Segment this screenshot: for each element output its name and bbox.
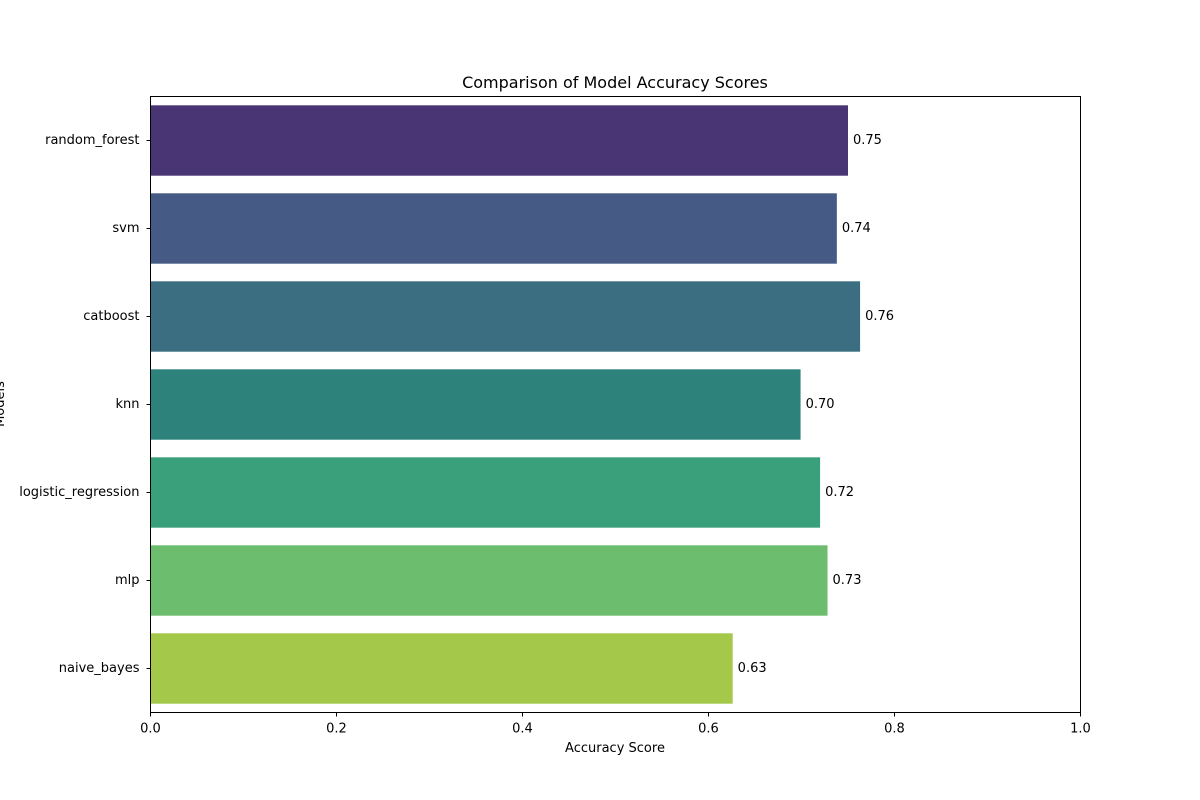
bar-svm bbox=[150, 193, 837, 264]
x-tick-label: 0.4 bbox=[512, 722, 533, 737]
y-tick-label-knn: knn bbox=[115, 397, 139, 412]
chart-title: Comparison of Model Accuracy Scores bbox=[462, 73, 768, 92]
x-tick-label: 0.8 bbox=[884, 722, 905, 737]
value-label-mlp: 0.73 bbox=[833, 573, 862, 588]
bar-random_forest bbox=[150, 105, 848, 176]
x-tick-label: 0.0 bbox=[140, 722, 161, 737]
y-tick-label-naive_bayes: naive_bayes bbox=[59, 661, 140, 676]
bar-logistic_regression bbox=[150, 457, 821, 528]
bar-naive_bayes bbox=[150, 633, 733, 704]
bars-group bbox=[150, 105, 861, 704]
bar-catboost bbox=[150, 281, 861, 352]
value-label-catboost: 0.76 bbox=[865, 309, 894, 324]
x-tick-label: 0.2 bbox=[326, 722, 347, 737]
y-tick-label-mlp: mlp bbox=[115, 573, 140, 588]
x-axis-label: Accuracy Score bbox=[565, 741, 665, 756]
value-label-random_forest: 0.75 bbox=[853, 133, 882, 148]
y-tick-label-svm: svm bbox=[112, 221, 139, 236]
value-labels-group: 0.75 0.74 0.76 0.70 0.72 0.73 0.63 bbox=[738, 133, 894, 676]
x-tick-label: 0.6 bbox=[698, 722, 719, 737]
value-label-svm: 0.74 bbox=[842, 221, 871, 236]
value-label-naive_bayes: 0.63 bbox=[738, 661, 767, 676]
y-tick-label-catboost: catboost bbox=[83, 309, 139, 324]
bar-mlp bbox=[150, 545, 828, 616]
bar-knn bbox=[150, 369, 801, 440]
value-label-logistic_regression: 0.72 bbox=[825, 485, 854, 500]
plot-frame bbox=[150, 96, 1081, 713]
y-tick-label-random_forest: random_forest bbox=[45, 133, 139, 148]
y-tick-label-logistic_regression: logistic_regression bbox=[19, 485, 139, 500]
y-axis-label: Models bbox=[0, 381, 8, 427]
x-axis-ticks: 0.0 0.2 0.4 0.6 0.8 1.0 bbox=[140, 712, 1091, 737]
x-tick-label: 1.0 bbox=[1070, 722, 1091, 737]
value-label-knn: 0.70 bbox=[806, 397, 835, 412]
